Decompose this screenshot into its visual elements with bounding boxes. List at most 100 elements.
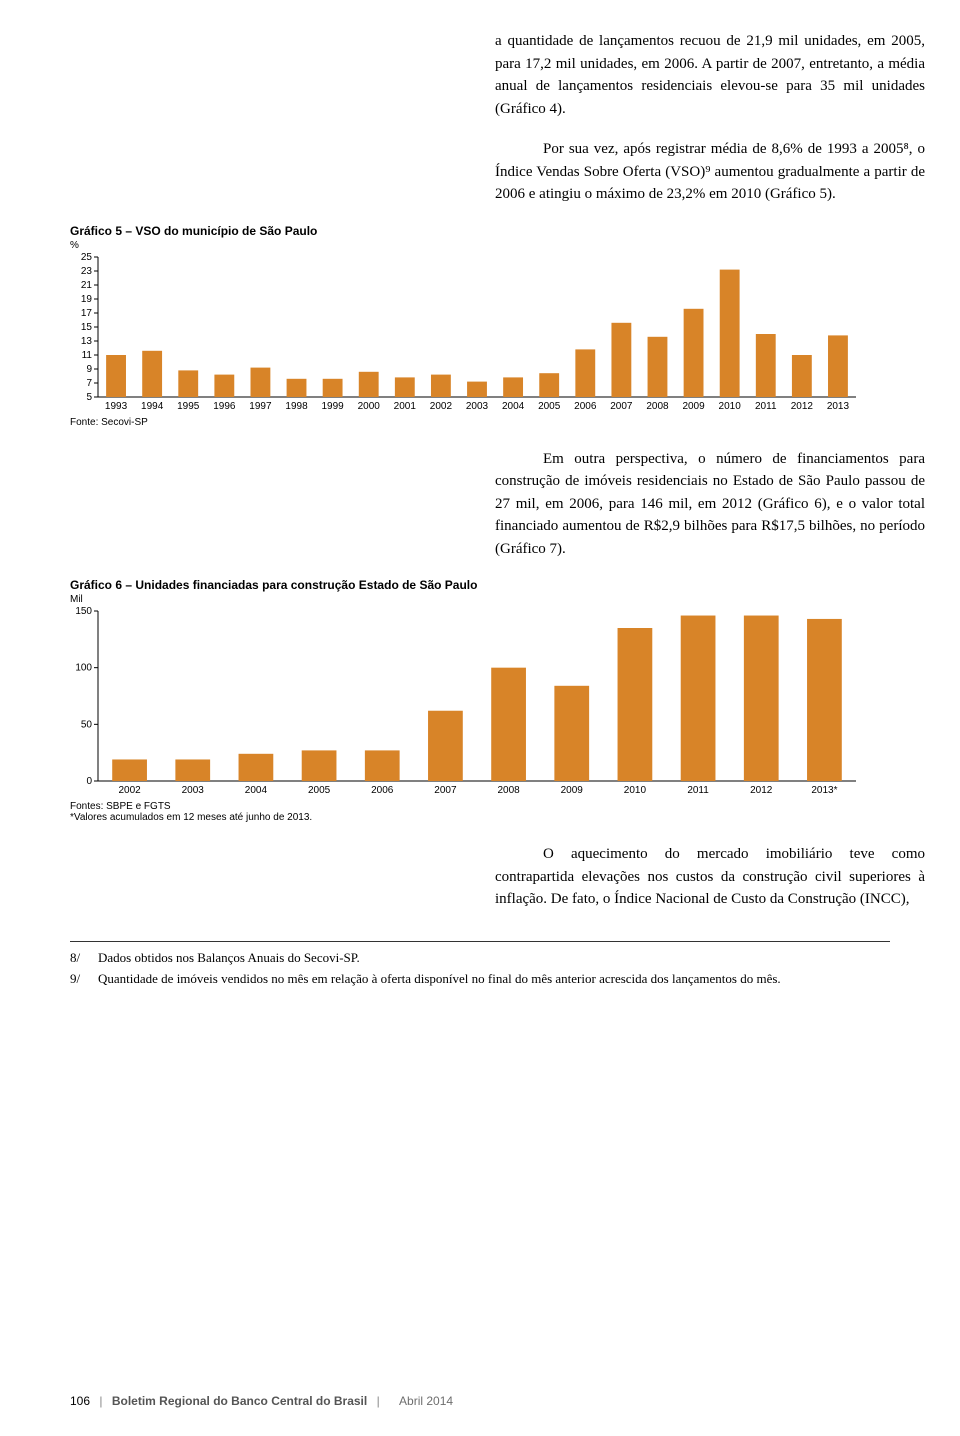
- chart-bar: [807, 619, 842, 781]
- chart-bar: [792, 355, 812, 397]
- svg-text:1996: 1996: [213, 401, 236, 412]
- chart-bar: [491, 668, 526, 781]
- svg-text:9: 9: [86, 364, 92, 375]
- paragraph-2: Por sua vez, após registrar média de 8,6…: [495, 138, 925, 206]
- svg-text:7: 7: [86, 378, 92, 389]
- chart-bar: [503, 377, 523, 397]
- chart-6-source: Fontes: SBPE e FGTS: [70, 801, 890, 812]
- chart-bar: [611, 322, 631, 396]
- paragraph-3-text: Em outra perspectiva, o número de financ…: [495, 451, 925, 557]
- svg-text:2008: 2008: [646, 401, 669, 412]
- paragraph-4-text: O aquecimento do mercado imobiliário tev…: [495, 846, 925, 907]
- chart-bar: [359, 371, 379, 396]
- chart-bar: [395, 377, 415, 397]
- svg-text:1997: 1997: [249, 401, 272, 412]
- svg-text:2002: 2002: [118, 785, 141, 796]
- svg-text:2012: 2012: [791, 401, 814, 412]
- svg-text:23: 23: [81, 266, 93, 277]
- svg-text:2008: 2008: [497, 785, 520, 796]
- chart-6-svg: 0501001502002200320042005200620072008200…: [70, 607, 860, 797]
- svg-text:13: 13: [81, 336, 93, 347]
- chart-6-block: Gráfico 6 – Unidades financiadas para co…: [70, 578, 890, 823]
- svg-text:5: 5: [86, 392, 92, 403]
- svg-text:2002: 2002: [430, 401, 453, 412]
- svg-text:2005: 2005: [308, 785, 331, 796]
- chart-bar: [214, 374, 234, 396]
- svg-text:2004: 2004: [245, 785, 268, 796]
- svg-text:0: 0: [86, 776, 92, 787]
- chart-bar: [539, 373, 559, 397]
- paragraph-4: O aquecimento do mercado imobiliário tev…: [495, 843, 925, 911]
- footnotes-block: 8/ Dados obtidos nos Balanços Anuais do …: [70, 941, 890, 989]
- chart-bar: [112, 759, 147, 781]
- svg-text:21: 21: [81, 280, 93, 291]
- svg-text:2012: 2012: [750, 785, 773, 796]
- chart-5-block: Gráfico 5 – VSO do município de São Paul…: [70, 224, 890, 428]
- svg-text:2005: 2005: [538, 401, 561, 412]
- paragraph-2-text: Por sua vez, após registrar média de 8,6…: [495, 141, 925, 202]
- footnote-8-text: Dados obtidos nos Balanços Anuais do Sec…: [98, 948, 890, 968]
- chart-bar: [575, 349, 595, 397]
- chart-bar: [756, 334, 776, 397]
- svg-text:11: 11: [82, 350, 93, 361]
- svg-text:2004: 2004: [502, 401, 525, 412]
- svg-text:2013: 2013: [827, 401, 850, 412]
- svg-text:2011: 2011: [755, 401, 777, 412]
- page-number: 106: [70, 1394, 90, 1408]
- chart-bar: [431, 374, 451, 396]
- chart-5-unit: %: [70, 240, 890, 251]
- svg-text:150: 150: [75, 607, 92, 617]
- svg-text:2006: 2006: [371, 785, 394, 796]
- svg-text:2000: 2000: [358, 401, 381, 412]
- svg-text:2009: 2009: [682, 401, 705, 412]
- chart-5-title: Gráfico 5 – VSO do município de São Paul…: [70, 224, 890, 238]
- chart-bar: [467, 381, 487, 396]
- footnote-8-num: 8/: [70, 948, 98, 968]
- svg-text:25: 25: [81, 253, 93, 263]
- svg-text:2011: 2011: [687, 785, 709, 796]
- chart-bar: [828, 335, 848, 397]
- chart-bar: [648, 336, 668, 396]
- chart-bar: [142, 350, 162, 396]
- chart-bar: [178, 370, 198, 397]
- footnote-9-num: 9/: [70, 969, 98, 989]
- svg-text:100: 100: [75, 663, 92, 674]
- chart-bar: [365, 750, 400, 781]
- svg-text:1995: 1995: [177, 401, 200, 412]
- svg-text:2001: 2001: [394, 401, 417, 412]
- chart-bar: [239, 754, 274, 781]
- svg-text:1994: 1994: [141, 401, 164, 412]
- svg-text:2010: 2010: [719, 401, 742, 412]
- chart-bar: [618, 628, 653, 781]
- chart-bar: [684, 308, 704, 396]
- svg-text:19: 19: [81, 294, 93, 305]
- chart-6-title: Gráfico 6 – Unidades financiadas para co…: [70, 578, 890, 592]
- svg-text:2007: 2007: [610, 401, 633, 412]
- svg-text:2009: 2009: [561, 785, 584, 796]
- chart-bar: [681, 616, 716, 781]
- chart-bar: [106, 355, 126, 397]
- chart-bar: [323, 378, 343, 396]
- paragraph-1: a quantidade de lançamentos recuou de 21…: [495, 30, 925, 120]
- chart-6-unit: Mil: [70, 594, 890, 605]
- chart-bar: [554, 686, 589, 781]
- chart-bar: [428, 711, 463, 781]
- svg-text:2003: 2003: [466, 401, 489, 412]
- svg-text:15: 15: [81, 322, 93, 333]
- svg-text:1999: 1999: [321, 401, 344, 412]
- chart-bar: [175, 759, 210, 781]
- chart-5-svg: 5791113151719212325199319941995199619971…: [70, 253, 860, 413]
- svg-text:2003: 2003: [182, 785, 205, 796]
- chart-5-source: Fonte: Secovi-SP: [70, 417, 890, 428]
- svg-text:2013*: 2013*: [811, 785, 837, 796]
- chart-bar: [744, 616, 779, 781]
- chart-bar: [251, 367, 271, 396]
- svg-text:2010: 2010: [624, 785, 647, 796]
- svg-text:2007: 2007: [434, 785, 457, 796]
- svg-text:1993: 1993: [105, 401, 128, 412]
- paragraph-3: Em outra perspectiva, o número de financ…: [495, 448, 925, 561]
- page-footer: 106 | Boletim Regional do Banco Central …: [70, 1394, 453, 1408]
- chart-bar: [302, 750, 337, 781]
- chart-bar: [287, 378, 307, 396]
- svg-text:2006: 2006: [574, 401, 597, 412]
